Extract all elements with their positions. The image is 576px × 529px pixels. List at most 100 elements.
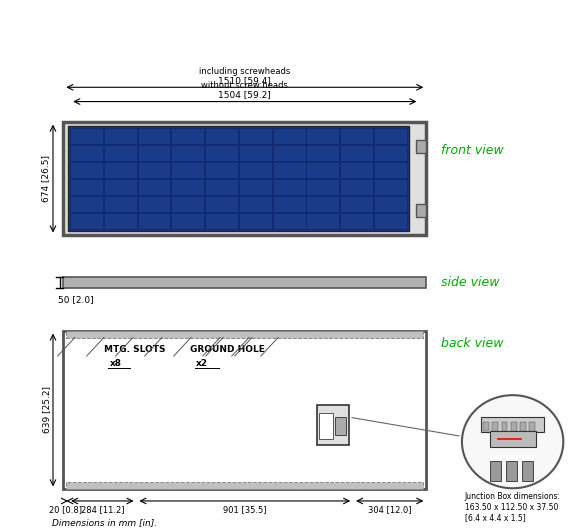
Bar [272,179,305,195]
Text: 1510 [59.4]: 1510 [59.4] [218,76,271,85]
Text: front view: front view [441,143,503,157]
Bar [522,461,533,481]
Text: 674 [26.5]: 674 [26.5] [41,155,50,202]
Text: side view: side view [441,276,499,289]
Bar [239,145,272,161]
Bar [502,422,507,431]
Text: 304 [12.0]: 304 [12.0] [368,505,411,514]
Bar [172,213,204,229]
Text: 50 [2.0]: 50 [2.0] [58,295,93,304]
Bar [205,128,238,144]
Bar [104,128,137,144]
Bar [511,422,517,431]
Bar [317,405,349,445]
Bar [70,128,103,144]
Text: x8: x8 [109,359,122,368]
Bar [374,162,407,178]
Bar [340,128,373,144]
Text: Dimensions in mm [in].: Dimensions in mm [in]. [52,518,157,527]
Bar [70,196,103,212]
Bar [138,128,170,144]
Bar [172,179,204,195]
Bar [520,422,526,431]
Bar [138,179,170,195]
Bar [335,417,346,435]
Bar [172,128,204,144]
Bar [272,196,305,212]
Bar [104,162,137,178]
Bar [172,145,204,161]
Bar [239,128,272,144]
Bar [483,422,489,431]
Text: MTG. SLOTS: MTG. SLOTS [104,345,165,354]
Bar [68,126,409,231]
Bar [374,128,407,144]
Bar [529,422,535,431]
Bar [205,162,238,178]
Bar [340,213,373,229]
Bar [138,162,170,178]
Bar [306,162,339,178]
Bar [481,417,544,432]
Bar [306,179,339,195]
Bar [138,213,170,229]
Bar [104,196,137,212]
Text: 20 [0.8]: 20 [0.8] [50,505,82,514]
Text: Junction Box dimensions:
163.50 x 112.50 x 37.50
[6.4 x 4.4 x 1.5]: Junction Box dimensions: 163.50 x 112.50… [465,492,561,522]
Bar [104,213,137,229]
Text: 901 [35.5]: 901 [35.5] [223,505,267,514]
Text: 639 [25.2]: 639 [25.2] [41,387,51,433]
Bar [172,162,204,178]
Bar [239,179,272,195]
Bar [272,162,305,178]
Bar [340,179,373,195]
Bar [70,162,103,178]
Bar [306,213,339,229]
Bar [490,431,536,447]
Bar [63,277,426,288]
Bar [374,213,407,229]
Text: including screwheads: including screwheads [199,67,290,76]
Bar [506,461,517,481]
Bar [239,196,272,212]
Bar [205,196,238,212]
Bar [172,196,204,212]
Bar [70,145,103,161]
Text: GROUND HOLE: GROUND HOLE [190,345,265,354]
Bar [239,213,272,229]
Bar [70,179,103,195]
Bar [239,162,272,178]
Bar [374,179,407,195]
Bar [104,145,137,161]
Bar [306,128,339,144]
Text: back view: back view [441,337,503,350]
Text: 284 [11.2]: 284 [11.2] [81,505,124,514]
Bar [492,422,498,431]
Text: x2: x2 [196,359,208,368]
Bar [63,122,426,235]
Text: 1504 [59.2]: 1504 [59.2] [218,90,271,99]
Text: without screw heads: without screw heads [202,81,288,90]
Bar [340,145,373,161]
Bar [205,145,238,161]
Bar [138,145,170,161]
Bar [70,213,103,229]
Bar [66,482,423,489]
Bar [104,179,137,195]
Bar [272,145,305,161]
Bar [374,145,407,161]
Bar [66,331,423,338]
Bar [306,196,339,212]
Bar [374,196,407,212]
Bar [63,331,426,489]
Bar [306,145,339,161]
Bar [205,179,238,195]
Bar [272,128,305,144]
Circle shape [462,395,563,488]
Bar [319,413,334,439]
Bar [205,213,238,229]
Bar [340,196,373,212]
Bar [138,196,170,212]
Bar [272,213,305,229]
Bar [340,162,373,178]
